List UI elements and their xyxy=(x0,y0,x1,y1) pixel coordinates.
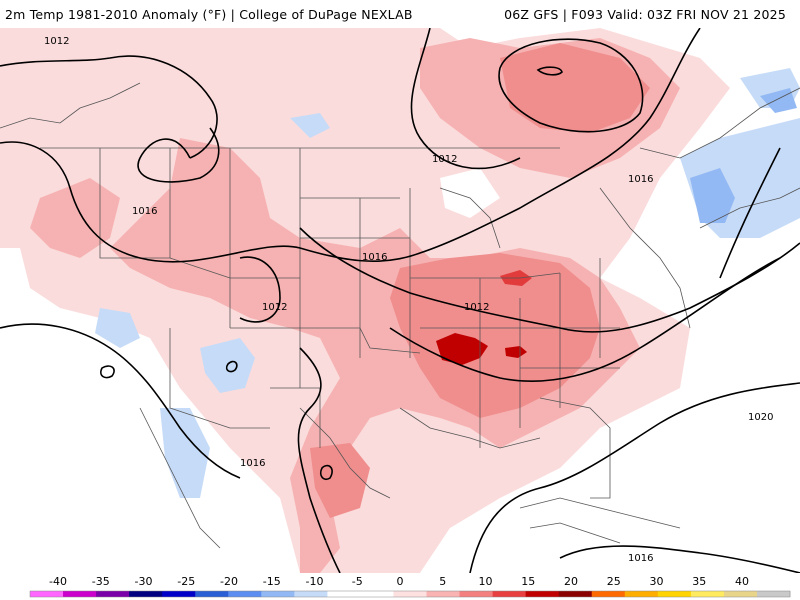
colorbar-tick-label: 0 xyxy=(397,575,404,588)
isobar-contours xyxy=(0,28,800,573)
colorbar-swatch xyxy=(195,591,229,597)
anomaly-fill-darkred xyxy=(436,333,527,365)
colorbar-swatch xyxy=(756,591,791,597)
colorbar-swatch xyxy=(63,591,97,597)
colorbar-swatch xyxy=(129,591,163,597)
colorbar-swatch xyxy=(30,591,64,597)
colorbar-tick-label: 35 xyxy=(692,575,706,588)
colorbar-tick-label: -20 xyxy=(220,575,238,588)
colorbar-swatch xyxy=(459,591,494,597)
colorbar-tick-label: 20 xyxy=(564,575,578,588)
isobar-label: 1016 xyxy=(628,174,653,185)
colorbar-swatch xyxy=(525,591,560,597)
colorbar-border xyxy=(29,590,791,598)
colorbar-swatch xyxy=(624,591,659,597)
colorbar-tick-label: 30 xyxy=(650,575,664,588)
isobar-label: 1020 xyxy=(748,412,773,423)
colorbar-swatch xyxy=(591,591,626,597)
colorbar-swatch xyxy=(96,591,130,597)
colorbar-tick-label: -40 xyxy=(49,575,67,588)
colorbar-swatch xyxy=(657,591,692,597)
isobar-label: 1012 xyxy=(432,154,457,165)
colorbar-swatch xyxy=(327,591,361,597)
colorbar: -40 -35 -30 -25 -20 -15 -10 -5 0 5 10 15 20 25 30 35 40 xyxy=(0,573,800,600)
colorbar-swatch xyxy=(426,591,461,597)
colorbar-tick-label: -30 xyxy=(135,575,153,588)
colorbar-tick-label: 15 xyxy=(521,575,535,588)
colorbar-tick-label: 10 xyxy=(479,575,493,588)
anomaly-fill-salmon xyxy=(310,43,650,518)
colorbar-tick-label: -25 xyxy=(177,575,195,588)
isobar-label: 1016 xyxy=(362,252,387,263)
colorbar-tick-label: -15 xyxy=(263,575,281,588)
colorbar-swatch xyxy=(294,591,328,597)
colorbar-swatch xyxy=(162,591,196,597)
colorbar-swatch xyxy=(492,591,527,597)
colorbar-tick-labels: -40 -35 -30 -25 -20 -15 -10 -5 0 5 10 15 20 25 30 35 40 xyxy=(49,575,749,588)
isobar-labels: 1012 1012 1016 1016 1012 1012 1016 1016 … xyxy=(44,36,773,564)
colorbar-tick-label: 40 xyxy=(735,575,749,588)
isobar-label: 1012 xyxy=(44,36,69,47)
isobar-label: 1016 xyxy=(628,553,653,564)
colorbar-tick-label: 25 xyxy=(607,575,621,588)
political-boundaries xyxy=(0,82,800,549)
colorbar-tick-label: 5 xyxy=(439,575,446,588)
model-run-valid-time: 06Z GFS | F093 Valid: 03Z FRI NOV 21 202… xyxy=(504,7,786,22)
colorbar-tick-label: -5 xyxy=(352,575,363,588)
colorbar-swatch xyxy=(723,591,758,597)
colorbar-tick-label: -10 xyxy=(306,575,324,588)
colorbar-swatch xyxy=(360,591,394,597)
colorbar-swatch xyxy=(558,591,593,597)
colorbar-canvas: -40 -35 -30 -25 -20 -15 -10 -5 0 5 10 15 20 25 30 35 40 xyxy=(29,575,791,598)
product-title: 2m Temp 1981-2010 Anomaly (°F) | College… xyxy=(5,7,413,22)
map-canvas: 1012 1012 1016 1016 1012 1012 1016 1016 … xyxy=(0,28,800,573)
colorbar-swatches xyxy=(29,590,791,598)
colorbar-swatch xyxy=(393,591,428,597)
isobar-label: 1016 xyxy=(132,206,157,217)
isobar-label: 1012 xyxy=(262,302,287,313)
colorbar-tick-label: -35 xyxy=(92,575,110,588)
colorbar-swatch xyxy=(690,591,725,597)
colorbar-swatch xyxy=(228,591,262,597)
isobar-label: 1016 xyxy=(240,458,265,469)
isobar-label: 1012 xyxy=(464,302,489,313)
colorbar-swatch xyxy=(261,591,295,597)
header-bar: 2m Temp 1981-2010 Anomaly (°F) | College… xyxy=(0,0,800,28)
anomaly-map: 1012 1012 1016 1016 1012 1012 1016 1016 … xyxy=(0,28,800,573)
